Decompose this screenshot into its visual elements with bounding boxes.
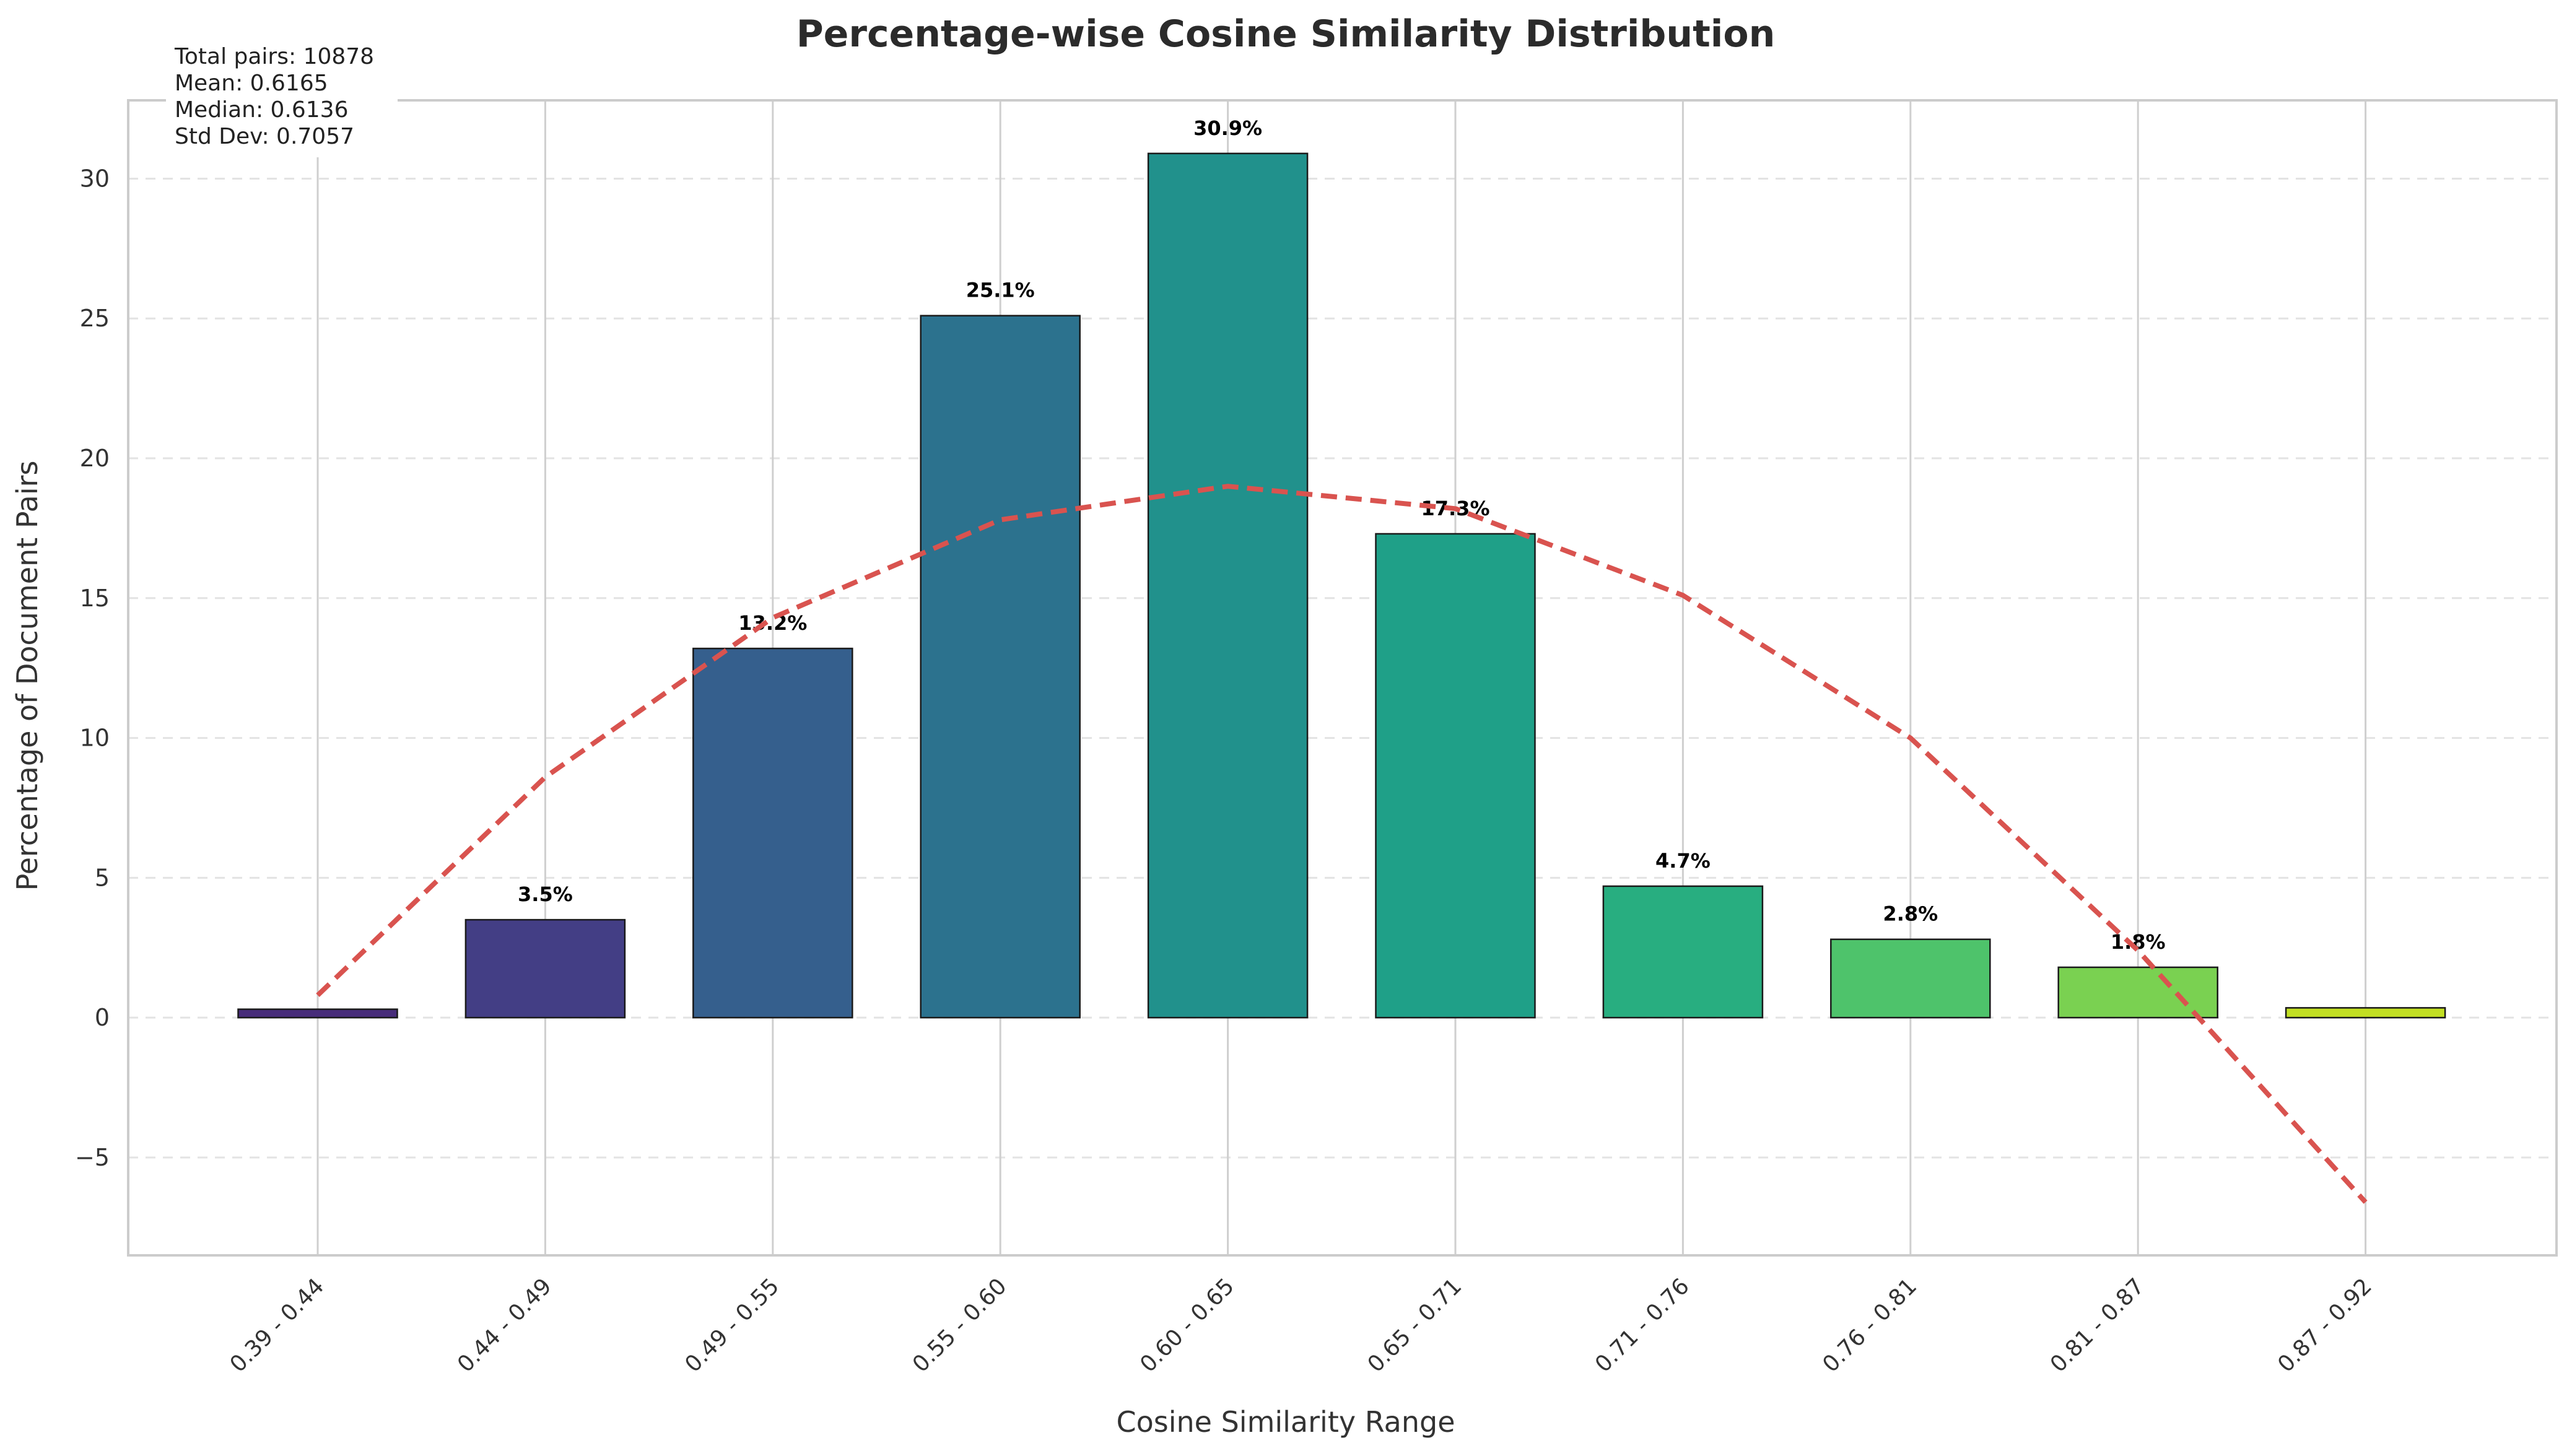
bar-value-label: 2.8% <box>1883 902 1938 926</box>
bar <box>2057 966 2218 1019</box>
stats-box-background <box>166 38 398 157</box>
y-tick-label: 5 <box>95 864 110 891</box>
bar-value-label: 13.2% <box>738 611 807 635</box>
bar <box>692 647 853 1019</box>
y-tick-label: 25 <box>80 305 110 332</box>
x-axis-label: Cosine Similarity Range <box>1117 1405 1455 1439</box>
stats-line: Std Dev: 0.7057 <box>175 124 354 149</box>
bars <box>237 152 2446 1019</box>
bar <box>1602 885 1764 1019</box>
bar <box>237 1008 398 1019</box>
bar-value-label: 1.8% <box>2111 930 2166 954</box>
stats-line: Median: 0.6136 <box>175 97 348 123</box>
bar-value-label: 25.1% <box>966 279 1035 302</box>
axes <box>127 99 2558 1257</box>
plot-frame <box>127 99 2558 1257</box>
bar <box>920 315 1081 1019</box>
bar <box>464 918 626 1019</box>
bar-value-label: 4.7% <box>1655 849 1711 873</box>
stats-line: Total pairs: 10878 <box>174 44 374 69</box>
y-tick-label: 30 <box>80 165 110 192</box>
trend-line-group <box>316 484 2368 1204</box>
y-axis-label: Percentage of Document Pairs <box>11 461 44 891</box>
bar-value-label: 3.5% <box>518 883 573 906</box>
y-tick-labels: −5 0 5 10 15 20 25 30 <box>75 165 110 1171</box>
y-tick-label: 0 <box>95 1004 110 1031</box>
stats-line: Mean: 0.6165 <box>175 71 328 96</box>
bar <box>1375 533 1536 1019</box>
bar <box>2285 1007 2446 1019</box>
y-tick-label: 10 <box>80 725 110 752</box>
y-tick-label: 15 <box>80 585 110 612</box>
chart-title: Percentage-wise Cosine Similarity Distri… <box>796 12 1776 56</box>
y-tick-label: 20 <box>80 445 110 472</box>
trend-line <box>316 484 2368 1204</box>
y-tick-label: −5 <box>75 1144 110 1171</box>
bar <box>1147 152 1309 1019</box>
bar <box>1830 938 1991 1019</box>
bar-value-label: 30.9% <box>1193 116 1262 140</box>
